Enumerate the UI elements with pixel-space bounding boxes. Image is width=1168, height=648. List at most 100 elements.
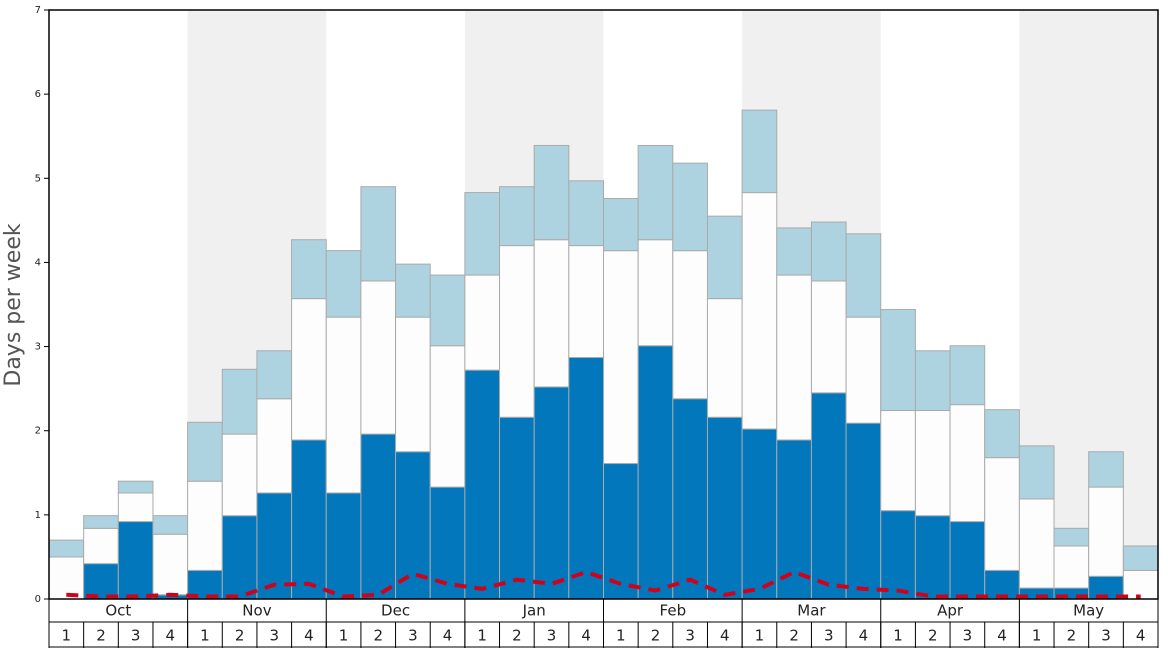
month-label: Nov	[242, 602, 271, 620]
x-tick-label: 3	[547, 627, 557, 645]
x-tick-label: 4	[859, 627, 869, 645]
bar-segment	[637, 239, 674, 347]
x-tick-label: 2	[928, 627, 938, 645]
x-tick-label: 1	[755, 627, 765, 645]
bar-segment	[914, 350, 951, 412]
bar-segment	[880, 410, 916, 512]
x-tick-label: 4	[997, 627, 1007, 645]
y-tick-label: 1	[35, 510, 41, 521]
bar-segment	[48, 539, 85, 558]
bar-segment	[395, 263, 431, 318]
x-tick-label: 4	[166, 627, 176, 645]
bar-segment	[464, 192, 501, 276]
bar-segment	[949, 521, 986, 600]
bar-segment	[914, 515, 951, 600]
y-tick-label: 4	[35, 257, 41, 268]
bar-segment	[117, 492, 154, 523]
x-tick-label: 1	[62, 627, 72, 645]
bar-segment	[603, 197, 639, 252]
x-tick-label: 3	[685, 627, 695, 645]
month-label: Jan	[522, 602, 546, 620]
bar-segment	[1018, 498, 1055, 589]
bar-segment	[221, 433, 258, 517]
y-axis-label: Days per week	[1, 223, 26, 386]
bar-segment	[949, 345, 986, 406]
bar-segment	[845, 316, 882, 424]
month-label: Apr	[937, 602, 964, 620]
bar-segment	[706, 416, 743, 600]
bar-segment	[325, 316, 362, 494]
bar-segment	[48, 556, 85, 600]
y-tick-label: 6	[35, 89, 41, 100]
x-tick-label: 2	[651, 627, 661, 645]
bar-segment	[776, 227, 812, 276]
bar-segment	[83, 527, 119, 565]
bar-segment	[1088, 451, 1124, 488]
bar-segment	[256, 398, 293, 494]
bar-segment	[880, 510, 916, 600]
bar-segment	[499, 245, 535, 418]
x-tick-label: 4	[304, 627, 314, 645]
bar-segment	[152, 515, 189, 535]
x-tick-label: 4	[720, 627, 730, 645]
bar-segment	[117, 521, 154, 600]
bar-segment	[810, 280, 847, 394]
bar-segment	[499, 186, 535, 247]
bar-segment	[325, 492, 362, 600]
bar-segment	[603, 250, 639, 465]
y-tick-label: 2	[35, 426, 41, 437]
bar-segment	[187, 421, 223, 482]
x-tick-label: 3	[1101, 627, 1111, 645]
x-tick-label: 2	[96, 627, 106, 645]
bar-segment	[221, 515, 258, 600]
bar-segment	[291, 439, 327, 600]
bar-segment	[187, 480, 223, 571]
bar-segment	[741, 109, 778, 194]
bar-segment	[845, 233, 882, 318]
x-tick-label: 1	[616, 627, 626, 645]
y-tick-label: 7	[35, 5, 41, 16]
bar-segment	[256, 350, 293, 400]
bar-segment	[83, 515, 119, 529]
bar-segment	[984, 409, 1020, 459]
bar-segment	[741, 428, 778, 600]
bar-segment	[1053, 545, 1090, 589]
bar-segment	[568, 245, 604, 359]
bar-segment	[117, 480, 154, 494]
bar-segment	[672, 250, 708, 400]
bar-segment	[637, 345, 674, 600]
bar-segment	[637, 144, 674, 241]
y-tick-label: 0	[35, 594, 41, 605]
y-tick-label: 5	[35, 173, 41, 184]
bar-segment	[776, 439, 812, 600]
x-tick-label: 2	[373, 627, 383, 645]
x-tick-label: 3	[963, 627, 973, 645]
bar-segment	[984, 457, 1020, 571]
bar-segment	[810, 221, 847, 282]
bar-segment	[949, 404, 986, 523]
x-tick-label: 2	[512, 627, 522, 645]
bar-segment	[1053, 527, 1090, 547]
bar-segment	[325, 250, 362, 318]
bar-segment	[1122, 545, 1159, 571]
bar-segment	[395, 451, 431, 600]
month-label: May	[1073, 602, 1104, 620]
bar-segment	[776, 274, 812, 441]
bar-segment	[464, 274, 501, 371]
x-tick-label: 3	[131, 627, 141, 645]
bar-segment	[603, 463, 639, 600]
bar-segment	[360, 280, 397, 435]
bar-segment	[845, 422, 882, 600]
x-tick-label: 3	[408, 627, 418, 645]
x-tick-label: 4	[443, 627, 453, 645]
bar-segment	[880, 309, 916, 412]
x-tick-label: 1	[1032, 627, 1042, 645]
bar-segment	[741, 192, 778, 430]
bar-segment	[83, 563, 119, 600]
bar-segment	[914, 410, 951, 517]
bar-segment	[533, 144, 570, 241]
x-tick-label: 4	[1136, 627, 1146, 645]
x-tick-label: 1	[477, 627, 487, 645]
bar-segment	[672, 162, 708, 252]
x-tick-label: 2	[789, 627, 799, 645]
